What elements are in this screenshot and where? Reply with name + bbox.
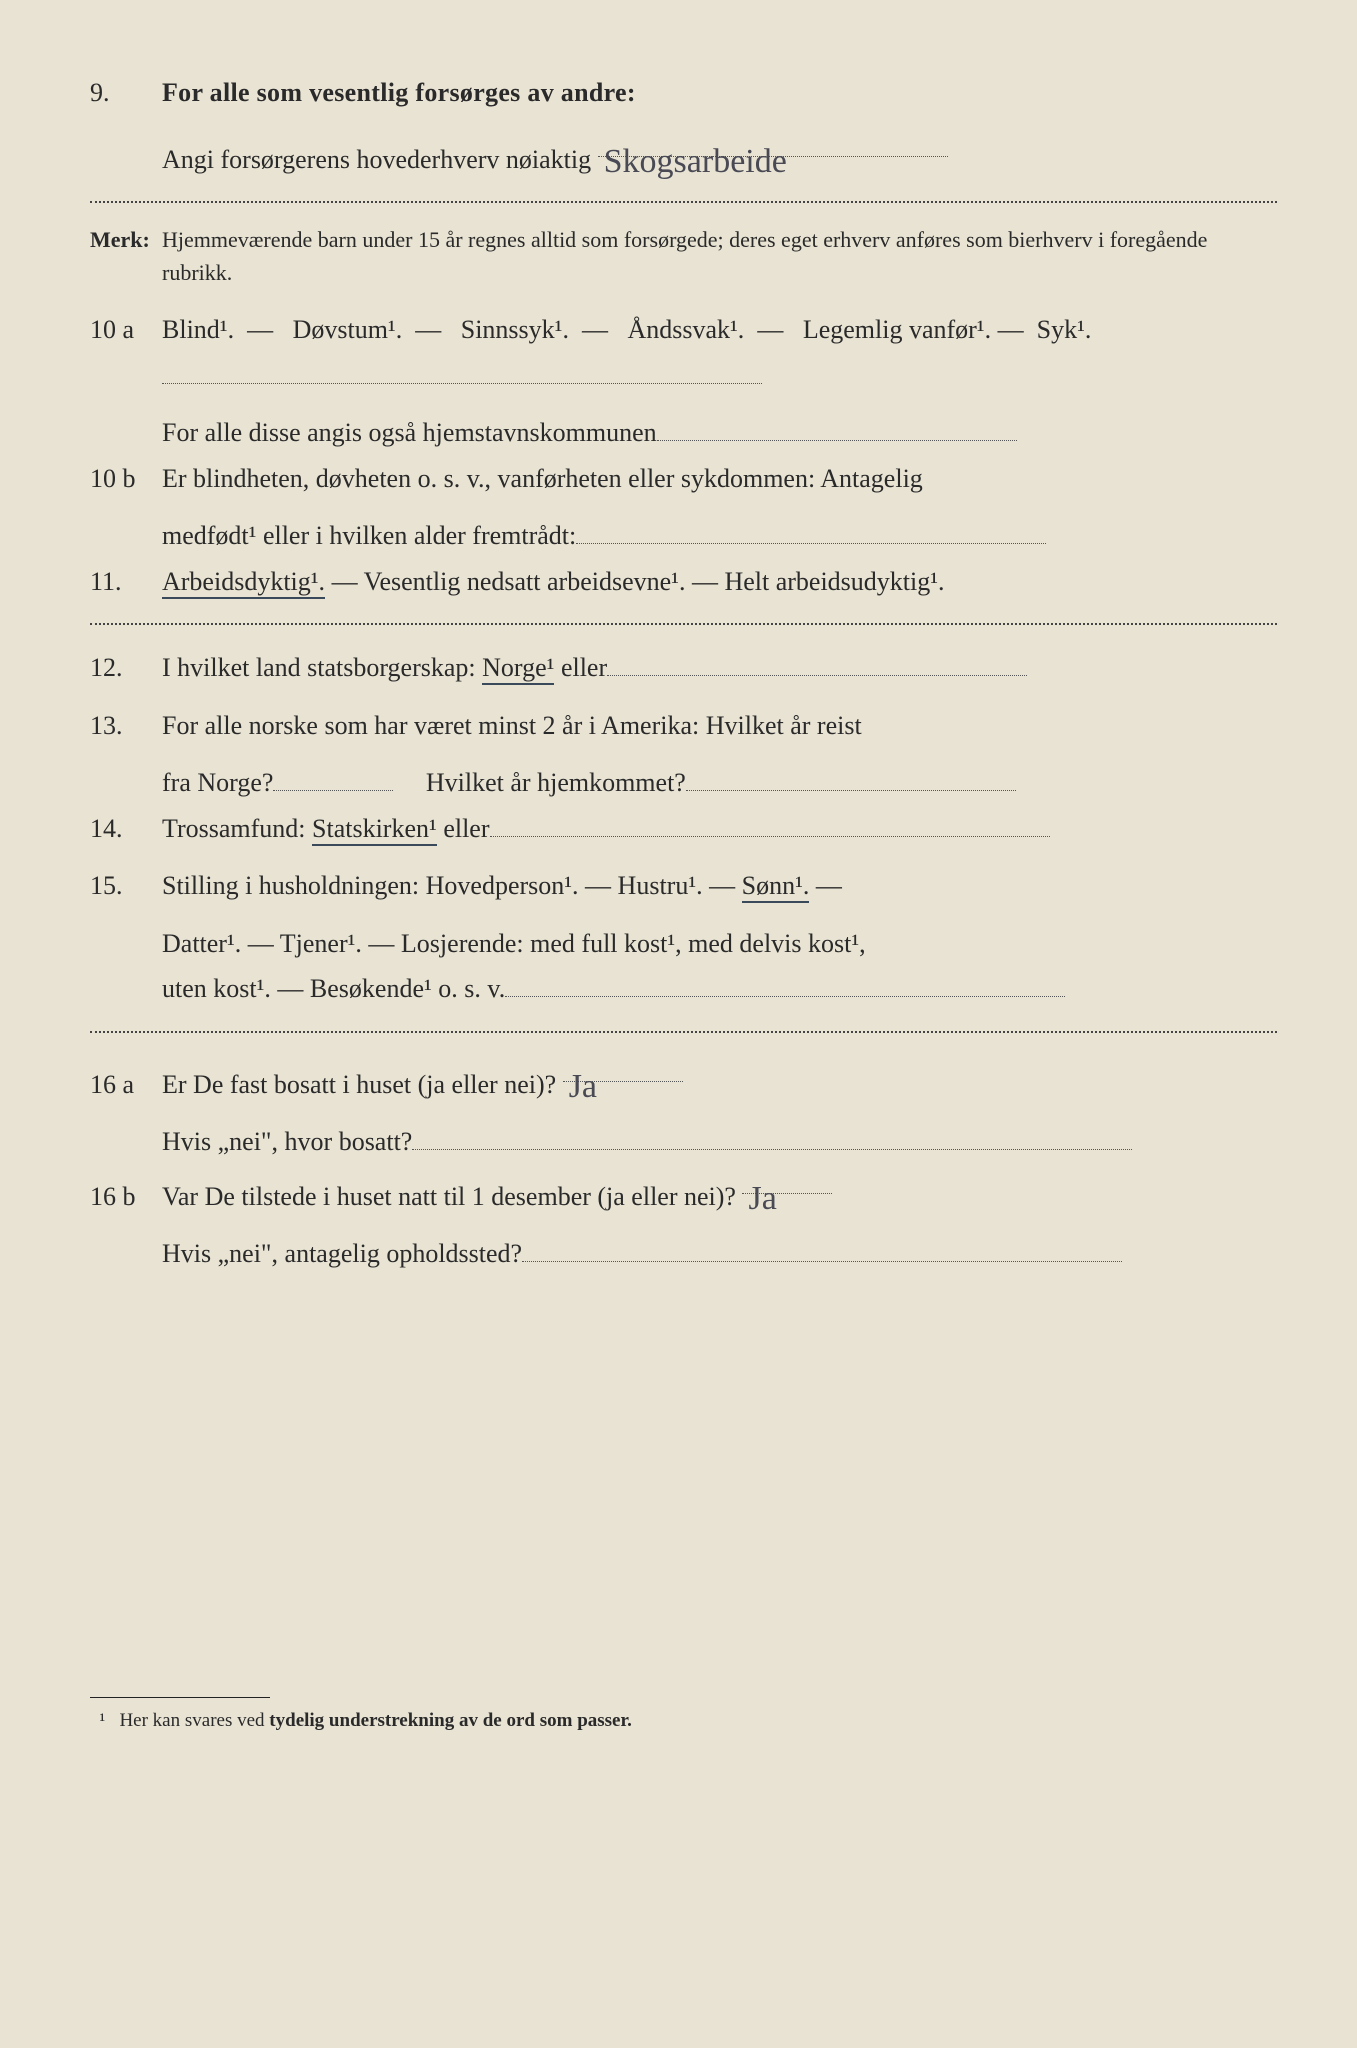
q16a-line2-wrap: Hvis „nei", hvor bosatt? [162,1119,1277,1165]
q13-line2b: Hvilket år hjemkommet? [426,768,686,797]
q10a-fill[interactable] [162,354,762,384]
q16b: 16 b Var De tilstede i huset natt til 1 … [90,1165,1277,1220]
q10a-options: Blind¹. — Døvstum¹. — Sinnssyk¹. — Åndss… [162,307,1277,398]
q16b-ans: Ja [742,1169,782,1229]
q10b-fill[interactable] [576,514,1046,544]
q10a-line2-wrap: For alle disse angis også hjemstavnskomm… [162,410,1277,456]
q14-fill[interactable] [490,807,1050,837]
opt-andssvak: Åndssvak¹. [627,315,744,344]
opt-syk: Syk¹. [1037,315,1092,344]
q14-suffix: eller [437,814,490,843]
q14-prefix: Trossamfund: [162,814,312,843]
q15-prefix: Stilling i husholdningen: Hovedperson¹. … [162,871,742,900]
q12-prefix: I hvilket land statsborgerskap: [162,653,482,682]
q9-answer-field[interactable]: Skogsarbeide [598,128,948,158]
q10b: 10 b Er blindheten, døvheten o. s. v., v… [90,456,1277,502]
q13-fill2[interactable] [686,761,1016,791]
q14-number: 14. [90,806,162,852]
q15-content: Stilling i husholdningen: Hovedperson¹. … [162,863,1277,909]
q11-number: 11. [90,559,162,605]
q16a-q: Er De fast bosatt i huset (ja eller nei)… [162,1070,556,1099]
q12-fill[interactable] [607,646,1027,676]
merk-note: Merk: Hjemmeværende barn under 15 år reg… [90,223,1277,289]
q13-number: 13. [90,703,162,749]
q15: 15. Stilling i husholdningen: Hovedperso… [90,863,1277,909]
q12-content: I hvilket land statsborgerskap: Norge¹ e… [162,645,1277,691]
q15-line3: uten kost¹. — Besøkende¹ o. s. v. [162,974,505,1003]
q9: 9. For alle som vesentlig forsørges av a… [90,70,1277,116]
q10a-number: 10 a [90,307,162,353]
q16b-content: Var De tilstede i huset natt til 1 desem… [162,1165,1277,1220]
q14-underlined: Statskirken¹ [312,814,437,846]
q10a-line2: For alle disse angis også hjemstavnskomm… [162,418,657,447]
footnote-pre: Her kan svares ved [119,1710,269,1731]
footnote: ¹ Her kan svares ved tydelig understrekn… [90,1704,1277,1737]
opt-dovstum: Døvstum¹. [293,315,403,344]
q10b-number: 10 b [90,456,162,502]
q13: 13. For alle norske som har været minst … [90,703,1277,749]
opt-legemlig: Legemlig vanfør¹. [803,315,991,344]
q12-suffix: eller [554,653,607,682]
footnote-rule [90,1697,270,1698]
q14: 14. Trossamfund: Statskirken¹ eller [90,806,1277,852]
merk-label: Merk: [90,223,162,289]
q13-fill1[interactable] [273,761,393,791]
divider [90,622,1277,625]
q15-suffix: — [809,871,842,900]
q10a: 10 a Blind¹. — Døvstum¹. — Sinnssyk¹. — … [90,307,1277,398]
q16a-ans: Ja [563,1057,603,1117]
q16a-content: Er De fast bosatt i huset (ja eller nei)… [162,1053,1277,1108]
q11: 11. Arbeidsdyktig¹. — Vesentlig nedsatt … [90,559,1277,605]
q16a-number: 16 a [90,1062,162,1108]
q16b-q: Var De tilstede i huset natt til 1 desem… [162,1182,736,1211]
opt-sinnssyk: Sinnssyk¹. [461,315,569,344]
q13-line2a: fra Norge? [162,768,273,797]
q14-content: Trossamfund: Statskirken¹ eller [162,806,1277,852]
footnote-marker: ¹ [100,1710,106,1731]
q11-underlined: Arbeidsdyktig¹. [162,567,325,599]
q9-handwritten: Skogsarbeide [598,132,793,192]
q16b-number: 16 b [90,1174,162,1220]
q10a-fill2[interactable] [657,411,1017,441]
q15-line2: Datter¹. — Tjener¹. — Losjerende: med fu… [162,921,1277,967]
q9-number: 9. [90,70,162,116]
q12: 12. I hvilket land statsborgerskap: Norg… [90,645,1277,691]
q12-number: 12. [90,645,162,691]
q16b-line2-wrap: Hvis „nei", antagelig opholdssted? [162,1231,1277,1277]
divider [90,1030,1277,1033]
merk-text: Hjemmeværende barn under 15 år regnes al… [162,223,1277,289]
q10b-text2: medfødt¹ eller i hvilken alder fremtrådt… [162,521,576,550]
q13-line1: For alle norske som har været minst 2 år… [162,703,1277,749]
q16b-fill[interactable] [522,1232,1122,1262]
q9-prefix: Angi forsørgerens hovederhverv nøiaktig [162,145,591,174]
q16a-fill[interactable] [412,1120,1132,1150]
opt-blind: Blind¹. [162,315,234,344]
q15-underlined: Sønn¹. [742,871,810,903]
q16a-answer-field[interactable]: Ja [563,1053,683,1083]
q10b-text1: Er blindheten, døvheten o. s. v., vanfør… [162,456,1277,502]
divider [90,200,1277,203]
q9-line1: For alle som vesentlig forsørges av andr… [162,70,1277,116]
census-form-page: 9. For alle som vesentlig forsørges av a… [0,0,1357,1797]
q15-fill[interactable] [505,967,1065,997]
q16a: 16 a Er De fast bosatt i huset (ja eller… [90,1053,1277,1108]
q16b-answer-field[interactable]: Ja [742,1165,832,1195]
q16b-line2: Hvis „nei", antagelig opholdssted? [162,1239,522,1268]
q13-line2: fra Norge? Hvilket år hjemkommet? [162,760,1277,806]
q11-rest: — Vesentlig nedsatt arbeidsevne¹. — Helt… [325,567,944,596]
footnote-bold: tydelig understrekning av de ord som pas… [269,1710,632,1731]
q15-number: 15. [90,863,162,909]
q10b-line2-wrap: medfødt¹ eller i hvilken alder fremtrådt… [162,513,1277,559]
q11-content: Arbeidsdyktig¹. — Vesentlig nedsatt arbe… [162,559,1277,605]
q16a-line2: Hvis „nei", hvor bosatt? [162,1127,412,1156]
q9-line2: Angi forsørgerens hovederhverv nøiaktig … [162,128,1277,183]
q15-line3-wrap: uten kost¹. — Besøkende¹ o. s. v. [162,966,1277,1012]
q12-underlined: Norge¹ [482,653,554,685]
